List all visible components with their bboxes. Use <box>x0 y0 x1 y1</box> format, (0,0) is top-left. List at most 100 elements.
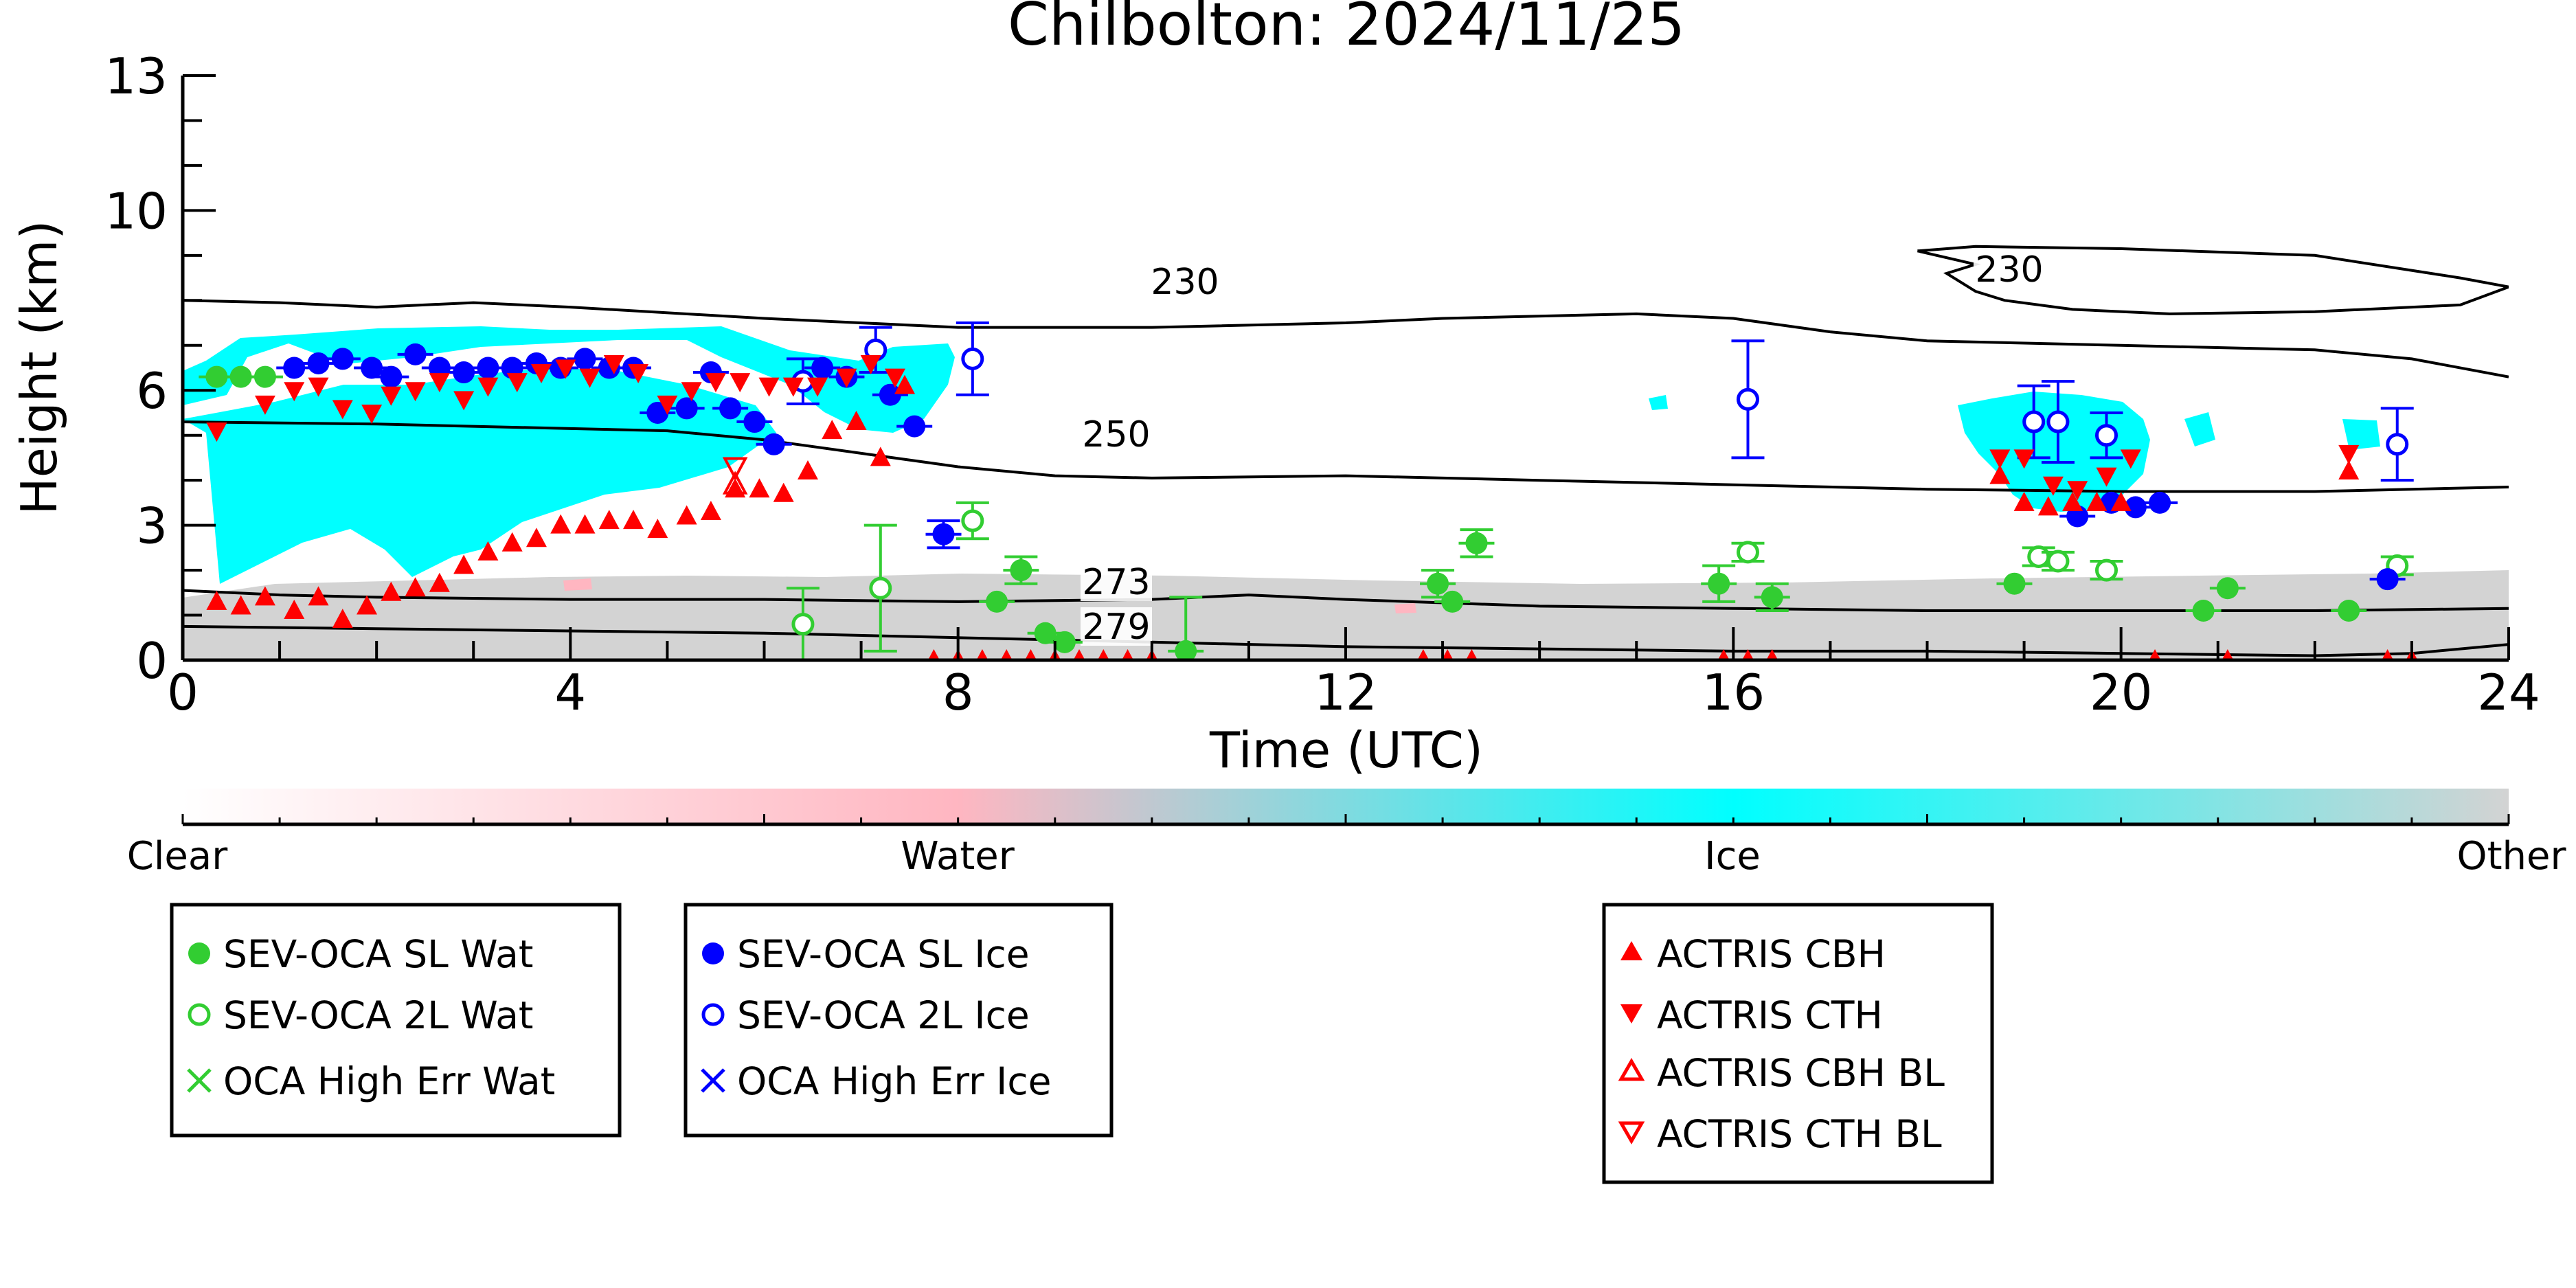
data-point <box>381 581 402 601</box>
data-point <box>2096 467 2117 487</box>
data-point <box>762 433 785 455</box>
data-point <box>574 348 596 370</box>
data-point <box>976 649 988 660</box>
data-point <box>1441 590 1464 613</box>
data-point <box>676 505 697 525</box>
data-point <box>884 368 905 388</box>
legend-water-box <box>170 903 622 1138</box>
data-point <box>598 510 620 530</box>
contour-line <box>183 589 2509 612</box>
data-point <box>283 357 306 379</box>
data-point <box>332 609 353 629</box>
legend-label-sl-wat: SEV-OCA SL Wat <box>223 932 533 976</box>
data-point <box>623 510 644 530</box>
x-tick-label: 0 <box>167 664 199 721</box>
data-point <box>284 599 305 619</box>
data-point <box>405 382 426 402</box>
legend-water: SEV-OCA SL Wat SEV-OCA 2L Wat OCA High E… <box>170 903 622 1138</box>
data-point <box>1465 649 1478 660</box>
data-point <box>1034 622 1057 644</box>
data-point <box>961 509 984 532</box>
data-point <box>206 422 227 442</box>
ice-patch-3 <box>1649 395 1668 410</box>
data-point <box>2095 558 2119 582</box>
y-axis-ticks: 0 3 6 10 13 <box>104 47 216 690</box>
data-point <box>986 590 1008 613</box>
data-point <box>730 373 751 393</box>
data-point <box>308 586 329 606</box>
data-point <box>628 364 649 384</box>
y-axis-label: Height (km) <box>10 221 68 515</box>
data-point <box>230 595 251 615</box>
colorbar-label-ice: Ice <box>1704 834 1761 879</box>
legend-marker-higherr-wat <box>187 1068 212 1093</box>
x-tick-label: 24 <box>2477 664 2540 721</box>
data-point <box>836 368 857 388</box>
data-point <box>1766 649 1778 660</box>
contour-line <box>183 299 2509 379</box>
contour-label: 279 <box>1082 607 1150 648</box>
legend-ice: SEV-OCA SL Ice SEV-OCA 2L Ice OCA High E… <box>683 903 1114 1138</box>
contour-label-bg <box>1081 607 1152 646</box>
data-point <box>380 365 403 388</box>
legend-marker-sl-ice <box>702 942 724 964</box>
data-point <box>2124 496 2147 519</box>
contour-label: 273 <box>1082 562 1150 603</box>
data-point <box>2192 599 2215 622</box>
data-point <box>2110 491 2132 511</box>
series-sev-oca-2l-wat <box>786 501 2414 660</box>
legend-marker-2l-wat <box>188 1003 211 1026</box>
data-point <box>870 447 891 466</box>
data-series <box>199 321 2418 660</box>
data-point <box>927 649 940 660</box>
legend-marker-cbh-bl <box>1618 1057 1645 1081</box>
data-point <box>2338 460 2360 480</box>
legend-marker-cth-bl <box>1618 1121 1645 1145</box>
data-point <box>404 343 427 365</box>
data-point <box>1736 387 1759 411</box>
data-point <box>453 391 475 411</box>
data-point <box>453 554 475 574</box>
data-point <box>229 365 252 388</box>
data-point <box>2382 649 2394 660</box>
data-point <box>477 357 499 379</box>
data-point <box>705 373 726 393</box>
data-point <box>1465 532 1488 554</box>
data-point <box>719 397 742 420</box>
legend-actris: ACTRIS CBH ACTRIS CTH ACTRIS CBH BL ACTR… <box>1602 903 1994 1184</box>
data-point <box>1175 640 1197 660</box>
colorbar-label-other: Other <box>2456 834 2566 879</box>
data-point <box>1708 572 1730 595</box>
x-tick-label: 12 <box>1314 664 1377 721</box>
data-point <box>1441 649 1454 660</box>
data-point <box>2095 424 2119 447</box>
data-point <box>791 613 815 636</box>
data-point <box>550 514 572 534</box>
legend-marker-sl-wat <box>188 942 210 964</box>
legend-label-higherr-wat: OCA High Err Wat <box>223 1059 555 1103</box>
data-point <box>2120 449 2141 469</box>
x-axis-ticks: 0 4 8 12 16 20 24 <box>167 627 2540 721</box>
data-point <box>254 395 275 415</box>
series-actris-cth-bl <box>722 457 748 481</box>
contour-label-bg <box>1081 563 1152 601</box>
data-point <box>2046 410 2070 433</box>
legend-label-cbh: ACTRIS CBH <box>1657 932 1886 976</box>
data-point <box>932 523 955 545</box>
colorbar: Clear Water Ice Other <box>127 789 2566 879</box>
data-point <box>477 377 499 397</box>
data-point <box>782 377 804 397</box>
data-point <box>579 368 600 388</box>
ice-patch-2 <box>2342 419 2380 450</box>
data-point <box>429 373 450 393</box>
data-point <box>1427 572 1449 595</box>
y-tick-label: 6 <box>136 362 168 420</box>
data-point <box>675 397 698 420</box>
data-point <box>253 365 276 388</box>
data-point <box>700 500 721 520</box>
data-point <box>1121 649 1134 660</box>
legend-label-2l-ice: SEV-OCA 2L Ice <box>737 993 1030 1037</box>
data-point <box>879 383 901 406</box>
legend-label-cbh-bl: ACTRIS CBH BL <box>1657 1051 1945 1095</box>
